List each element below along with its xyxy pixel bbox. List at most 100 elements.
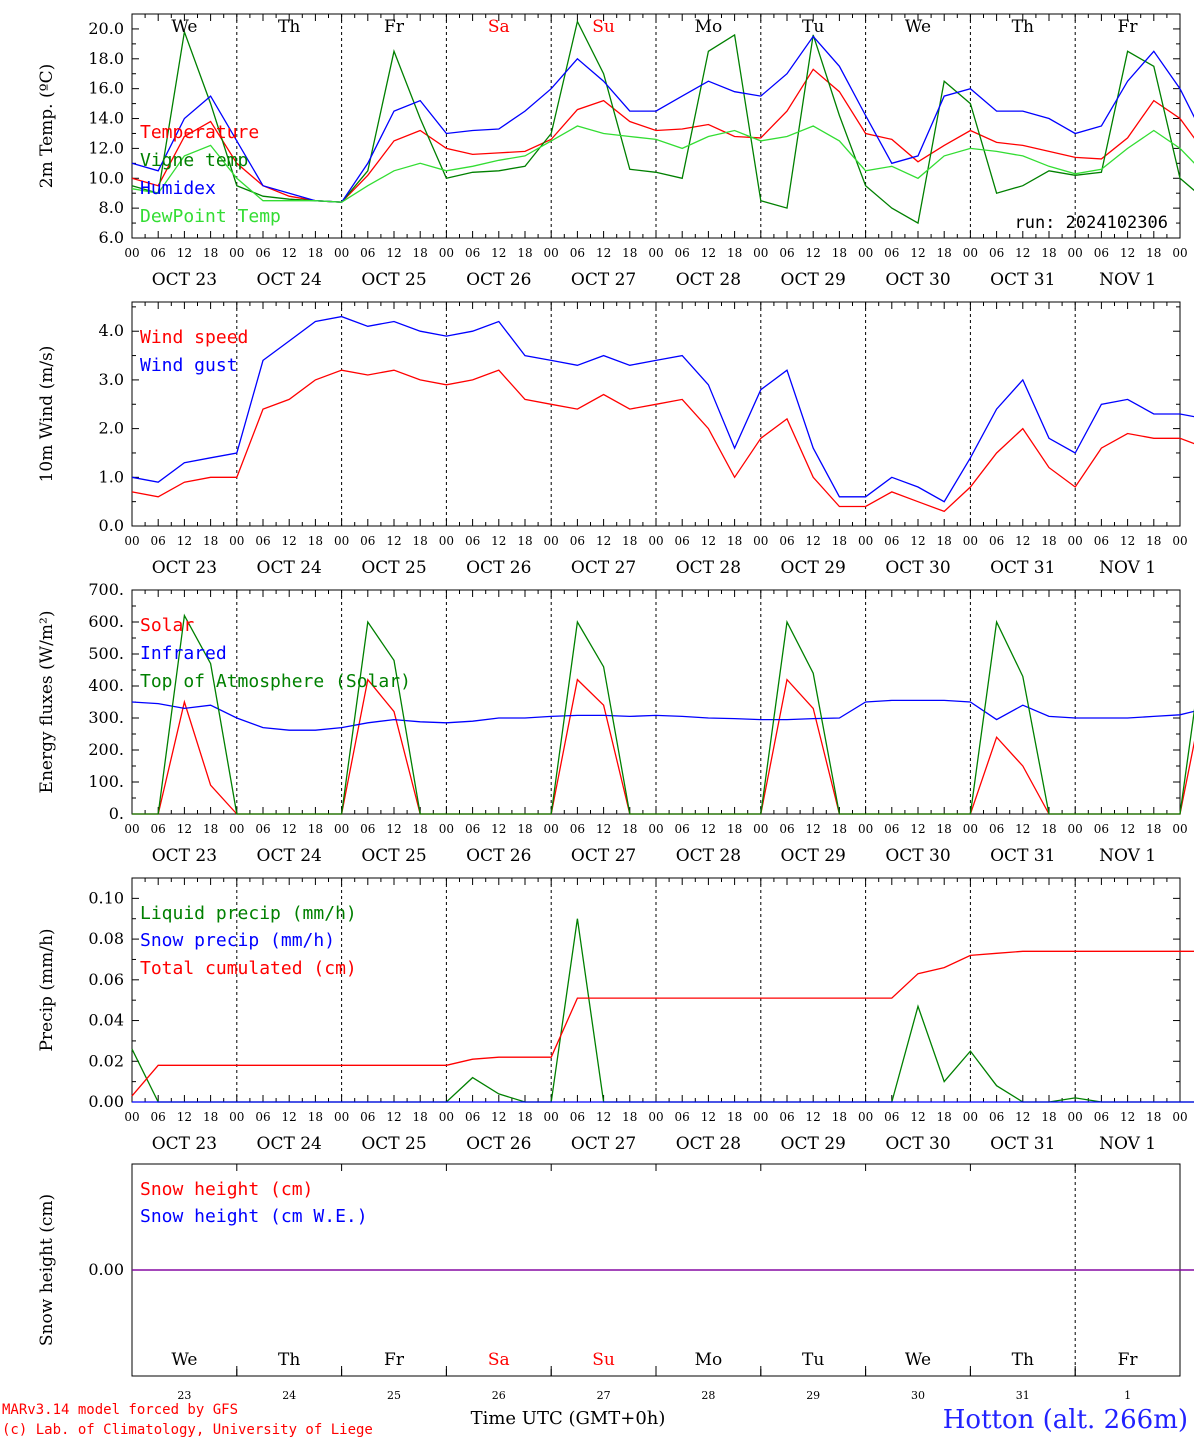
- y-tick-label: 14.0: [88, 109, 124, 128]
- date-label: OCT 25: [361, 558, 426, 578]
- hour-tick-label: 12: [177, 534, 192, 548]
- hour-tick-label: 18: [517, 534, 532, 548]
- station-name: Hotton (alt. 266m): [943, 1405, 1188, 1435]
- y-axis-label: Snow height (cm): [37, 1194, 57, 1346]
- hour-tick-label: 18: [622, 1110, 637, 1124]
- hour-tick-label: 00: [124, 246, 139, 260]
- legend-entry: Temperature: [140, 122, 259, 143]
- hour-tick-label: 12: [1120, 534, 1135, 548]
- hour-tick-label: 06: [360, 1110, 375, 1124]
- hour-tick-label: 12: [1015, 246, 1030, 260]
- hour-tick-label: 00: [229, 534, 244, 548]
- y-tick-label: 400.: [88, 676, 124, 695]
- y-tick-label: 0.08: [88, 929, 124, 948]
- legend-entry: Top of Atmosphere (Solar): [140, 671, 411, 692]
- hour-tick-label: 06: [675, 534, 690, 548]
- date-label: OCT 24: [257, 558, 322, 578]
- hour-tick-label: 00: [544, 534, 559, 548]
- hour-tick-label: 00: [963, 822, 978, 836]
- date-label: NOV 1: [1099, 270, 1156, 290]
- hour-tick-label: 12: [910, 822, 925, 836]
- date-label: OCT 23: [152, 1134, 217, 1154]
- hour-tick-label: 18: [517, 246, 532, 260]
- hour-tick-label: 18: [413, 1110, 428, 1124]
- hour-tick-label: 12: [177, 246, 192, 260]
- day-name-top: Su: [592, 17, 615, 37]
- y-tick-label: 4.0: [99, 321, 124, 340]
- y-tick-label: 100.: [88, 772, 124, 791]
- day-name-top: Sa: [488, 17, 510, 37]
- y-axis-label: Precip (mm/h): [37, 928, 57, 1051]
- time-axis-label: Time UTC (GMT+0h): [471, 1408, 666, 1429]
- hour-tick-label: 12: [806, 822, 821, 836]
- hour-tick-label: 00: [1172, 534, 1187, 548]
- hour-tick-label: 12: [491, 1110, 506, 1124]
- date-label: OCT 27: [571, 558, 636, 578]
- date-label: OCT 25: [361, 270, 426, 290]
- date-label: OCT 31: [990, 846, 1055, 866]
- day-name-top: Fr: [1118, 17, 1139, 37]
- legend-entry: Humidex: [140, 178, 216, 199]
- day-name-top: We: [171, 17, 197, 37]
- day-number: 31: [1016, 1389, 1030, 1402]
- hour-tick-label: 18: [727, 1110, 742, 1124]
- hour-tick-label: 12: [386, 1110, 401, 1124]
- hour-tick-label: 06: [570, 822, 585, 836]
- hour-tick-label: 12: [910, 246, 925, 260]
- hour-tick-label: 06: [675, 246, 690, 260]
- hour-tick-label: 12: [1120, 1110, 1135, 1124]
- hour-tick-label: 00: [648, 534, 663, 548]
- hour-tick-label: 18: [1041, 534, 1056, 548]
- series-line-wind-gust: [131, 315, 1194, 503]
- day-name-top: Th: [278, 17, 300, 37]
- hour-tick-label: 18: [727, 246, 742, 260]
- hour-tick-label: 00: [648, 246, 663, 260]
- hour-tick-label: 06: [779, 534, 794, 548]
- hour-tick-label: 00: [439, 822, 454, 836]
- y-tick-label: 0.02: [88, 1051, 124, 1070]
- day-number: 23: [177, 1389, 191, 1402]
- day-name-bottom: Th: [278, 1350, 300, 1370]
- date-label: OCT 26: [466, 1134, 531, 1154]
- hour-tick-label: 18: [413, 534, 428, 548]
- hour-tick-label: 18: [1041, 822, 1056, 836]
- hour-tick-label: 06: [570, 246, 585, 260]
- hour-tick-label: 06: [151, 534, 166, 548]
- hour-tick-label: 00: [1068, 246, 1083, 260]
- hour-tick-label: 06: [779, 1110, 794, 1124]
- hour-tick-label: 12: [282, 822, 297, 836]
- hour-tick-label: 12: [806, 1110, 821, 1124]
- date-label: OCT 25: [361, 846, 426, 866]
- hour-tick-label: 12: [386, 822, 401, 836]
- hour-tick-label: 12: [910, 534, 925, 548]
- hour-tick-label: 18: [727, 822, 742, 836]
- panel-temperature: 6.0 8.0 10.0 12.0 14.0 16.0 18.0 20.0 2m Temp. (…: [37, 13, 1194, 290]
- y-tick-label: 2.0: [99, 419, 124, 438]
- date-label: OCT 29: [781, 558, 846, 578]
- hour-tick-label: 06: [884, 246, 899, 260]
- hour-tick-label: 12: [701, 534, 716, 548]
- day-number: 24: [282, 1389, 296, 1402]
- date-label: OCT 23: [152, 846, 217, 866]
- hour-tick-label: 00: [124, 534, 139, 548]
- date-label: OCT 28: [676, 270, 741, 290]
- hour-tick-label: 18: [308, 534, 323, 548]
- day-name-bottom: Fr: [384, 1350, 405, 1370]
- hour-tick-label: 00: [124, 822, 139, 836]
- hour-tick-label: 12: [806, 246, 821, 260]
- hour-tick-label: 06: [360, 534, 375, 548]
- hour-tick-label: 06: [360, 246, 375, 260]
- day-number: 26: [492, 1389, 506, 1402]
- hour-tick-label: 18: [832, 1110, 847, 1124]
- hour-tick-label: 06: [989, 246, 1004, 260]
- hour-tick-label: 12: [177, 822, 192, 836]
- series-line-solar: [132, 678, 1194, 815]
- hour-tick-label: 06: [884, 822, 899, 836]
- y-tick-label: 600.: [88, 612, 124, 631]
- legend-entry: Solar: [140, 615, 194, 636]
- hour-tick-label: 00: [858, 246, 873, 260]
- hour-tick-label: 18: [1041, 1110, 1056, 1124]
- panel-precip: 0.00 0.02 0.04 0.06 0.08 0.10 Precip (mm/h) Liq…: [37, 877, 1194, 1154]
- hour-tick-label: 06: [989, 822, 1004, 836]
